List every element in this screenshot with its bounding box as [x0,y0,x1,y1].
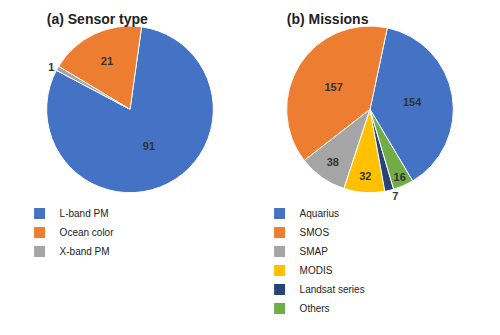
svg-text:MODIS: MODIS [300,265,333,276]
svg-text:16: 16 [394,171,406,183]
svg-text:91: 91 [143,140,155,152]
svg-text:38: 38 [327,156,339,168]
svg-text:21: 21 [101,55,113,67]
svg-text:Ocean color: Ocean color [60,227,115,238]
svg-text:(a) Sensor type: (a) Sensor type [47,11,148,27]
svg-text:Others: Others [300,303,330,314]
svg-text:32: 32 [359,170,371,182]
svg-text:X-band PM: X-band PM [60,246,110,257]
svg-text:157: 157 [324,81,342,93]
svg-text:Aquarius: Aquarius [300,208,339,219]
svg-text:7: 7 [392,190,398,202]
svg-text:Landsat series: Landsat series [300,284,365,295]
svg-text:154: 154 [403,96,422,108]
svg-text:(b) Missions: (b) Missions [287,11,369,27]
svg-text:SMOS: SMOS [300,227,330,238]
svg-text:SMAP: SMAP [300,246,329,257]
svg-text:L-band PM: L-band PM [60,208,109,219]
svg-text:1: 1 [48,61,54,73]
